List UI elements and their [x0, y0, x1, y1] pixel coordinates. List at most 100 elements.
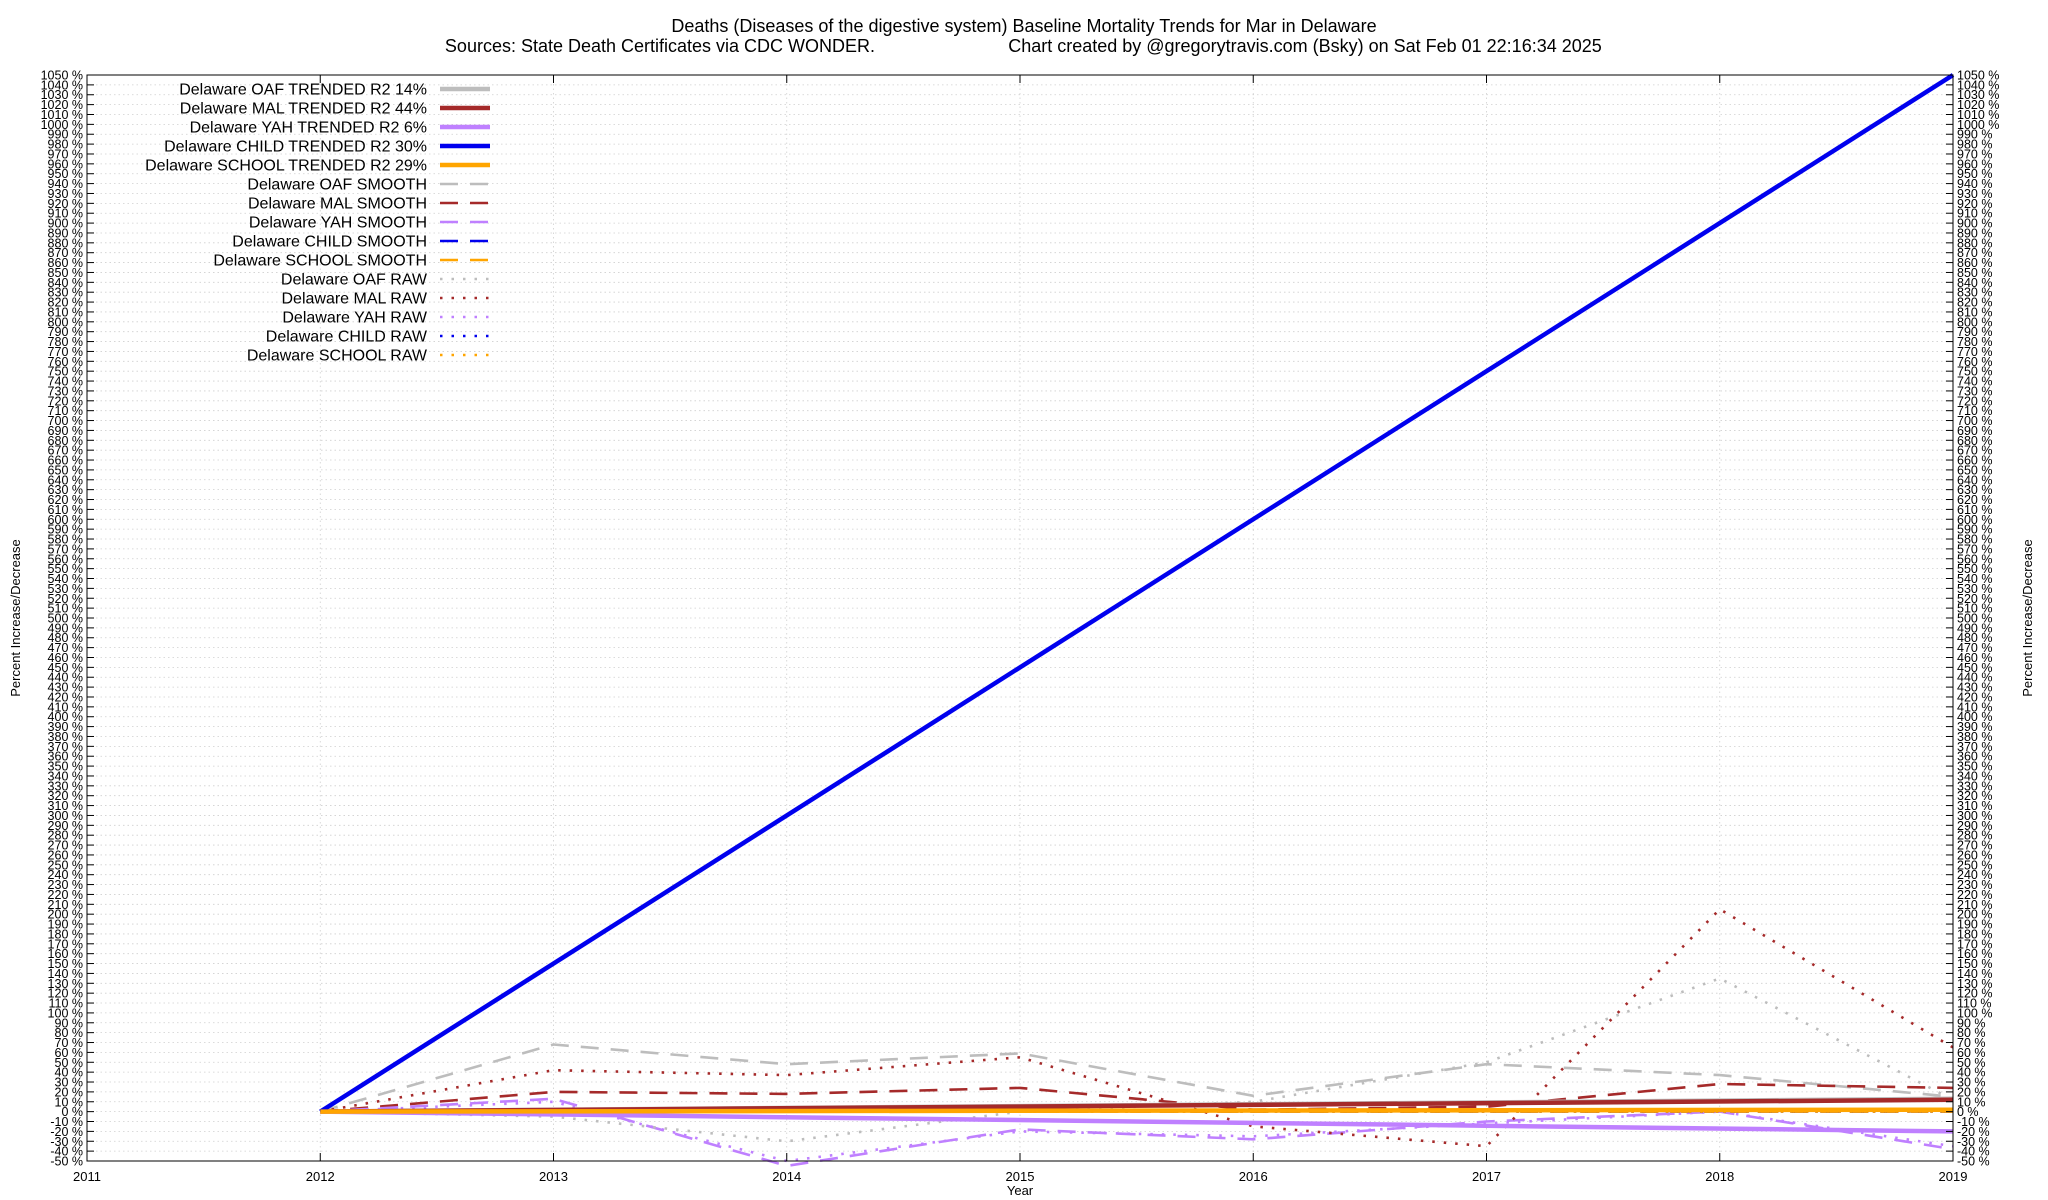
y-tick-label-left: 410 %	[48, 700, 83, 714]
y-tick-label-right: 500 %	[1957, 612, 1992, 626]
legend-label: Delaware SCHOOL RAW	[247, 348, 428, 365]
y-tick-label-right: 330 %	[1957, 779, 1992, 793]
y-tick-label-left: 0 %	[61, 1105, 83, 1119]
y-tick-label-left: 10 %	[55, 1095, 84, 1109]
y-tick-label-left: 390 %	[48, 720, 83, 734]
y-tick-label-right: 860 %	[1957, 256, 1992, 270]
y-tick-label-right: 920 %	[1957, 197, 1992, 211]
y-tick-label-right: 200 %	[1957, 908, 1992, 922]
y-tick-label-right: 120 %	[1957, 987, 1992, 1001]
y-tick-label-left: 240 %	[48, 868, 83, 882]
y-tick-label-right: 150 %	[1957, 957, 1992, 971]
y-tick-label-right: 1050 %	[1957, 69, 1999, 83]
y-tick-label-right: 760 %	[1957, 355, 1992, 369]
y-tick-label-right: 790 %	[1957, 325, 1992, 339]
y-tick-label-right: 230 %	[1957, 878, 1992, 892]
y-tick-label-right: 750 %	[1957, 365, 1992, 379]
y-tick-label-right: 650 %	[1957, 463, 1992, 477]
x-tick-label: 2015	[1006, 1169, 1035, 1184]
y-tick-label-left: 550 %	[48, 562, 83, 576]
y-tick-label-right: 780 %	[1957, 335, 1992, 349]
y-tick-label-left: -20 %	[50, 1125, 83, 1139]
legend-label: Delaware SCHOOL TRENDED R2 29%	[145, 158, 427, 175]
y-tick-label-right: 590 %	[1957, 523, 1992, 537]
y-tick-label-left: 60 %	[55, 1046, 84, 1060]
y-tick-label-right: 670 %	[1957, 444, 1992, 458]
y-tick-label-right: -40 %	[1957, 1145, 1990, 1159]
y-tick-label-left: 880 %	[48, 236, 83, 250]
y-tick-label-right: 280 %	[1957, 829, 1992, 843]
y-tick-label-right: 700 %	[1957, 414, 1992, 428]
y-tick-label-right: 980 %	[1957, 138, 1992, 152]
y-tick-label-left: 750 %	[48, 365, 83, 379]
y-tick-label-right: 40 %	[1957, 1066, 1986, 1080]
y-tick-label-left: 180 %	[48, 927, 83, 941]
y-tick-label-left: 50 %	[55, 1056, 84, 1070]
y-tick-label-right: 950 %	[1957, 167, 1992, 181]
y-tick-label-right: 270 %	[1957, 839, 1992, 853]
y-tick-label-left: 220 %	[48, 888, 83, 902]
y-tick-label-right: 160 %	[1957, 947, 1992, 961]
y-tick-label-right: 710 %	[1957, 404, 1992, 418]
y-tick-label-left: 1000 %	[41, 118, 83, 132]
y-tick-label-left: 680 %	[48, 434, 83, 448]
y-tick-label-left: 840 %	[48, 276, 83, 290]
y-tick-label-left: 400 %	[48, 710, 83, 724]
y-tick-label-left: 370 %	[48, 740, 83, 754]
y-tick-label-right: 490 %	[1957, 621, 1992, 635]
y-tick-label-left: 140 %	[48, 967, 83, 981]
y-tick-label-left: 1030 %	[41, 88, 83, 102]
y-tick-label-left: 130 %	[48, 977, 83, 991]
y-tick-label-right: 180 %	[1957, 927, 1992, 941]
x-tick-label: 2019	[1939, 1169, 1968, 1184]
y-tick-label-left: 700 %	[48, 414, 83, 428]
y-tick-label-right: 730 %	[1957, 384, 1992, 398]
y-tick-label-left: 1050 %	[41, 69, 83, 83]
y-tick-label-right: 210 %	[1957, 898, 1992, 912]
y-tick-label-right: 340 %	[1957, 769, 1992, 783]
y-tick-label-left: 670 %	[48, 444, 83, 458]
y-tick-label-left: 980 %	[48, 138, 83, 152]
y-tick-label-right: 990 %	[1957, 128, 1992, 142]
legend: Delaware OAF TRENDED R2 14% Delaware MAL …	[145, 82, 490, 365]
y-tick-label-right: 130 %	[1957, 977, 1992, 991]
y-tick-label-right: 810 %	[1957, 305, 1992, 319]
x-tick-label: 2014	[772, 1169, 801, 1184]
chart-credit: Chart created by @gregorytravis.com (Bsk…	[1008, 36, 1602, 56]
y-tick-label-right: 940 %	[1957, 177, 1992, 191]
y-tick-label-right: 890 %	[1957, 226, 1992, 240]
y-tick-label-left: 510 %	[48, 602, 83, 616]
y-tick-label-left: 290 %	[48, 819, 83, 833]
y-tick-label-left: 350 %	[48, 760, 83, 774]
y-tick-label-left: 890 %	[48, 226, 83, 240]
y-tick-label-left: 590 %	[48, 523, 83, 537]
y-tick-label-right: 50 %	[1957, 1056, 1986, 1070]
legend-label: Delaware MAL TRENDED R2 44%	[180, 101, 427, 118]
y-tick-label-left: 950 %	[48, 167, 83, 181]
legend-label: Delaware MAL SMOOTH	[248, 196, 427, 213]
y-tick-label-left: 630 %	[48, 483, 83, 497]
x-axis-label: Year	[1007, 1183, 1034, 1198]
y-tick-label-right: 1040 %	[1957, 78, 1999, 92]
grid	[86, 74, 1954, 1162]
y-tick-label-left: 80 %	[55, 1026, 84, 1040]
y-tick-label-left: 230 %	[48, 878, 83, 892]
y-tick-label-left: 540 %	[48, 572, 83, 586]
y-tick-label-left: -30 %	[50, 1135, 83, 1149]
y-tick-label-left: 580 %	[48, 533, 83, 547]
y-tick-label-left: 560 %	[48, 552, 83, 566]
y-tick-label-left: 30 %	[55, 1076, 84, 1090]
series-line-child-trended	[319, 73, 1955, 1114]
y-tick-label-right: 300 %	[1957, 809, 1992, 823]
y-tick-label-left: -40 %	[50, 1145, 83, 1159]
y-tick-label-left: 690 %	[48, 424, 83, 438]
y-tick-label-right: 880 %	[1957, 236, 1992, 250]
y-tick-label-right: 400 %	[1957, 710, 1992, 724]
y-tick-label-left: 210 %	[48, 898, 83, 912]
y-tick-label-left: 570 %	[48, 542, 83, 556]
y-tick-label-right: 820 %	[1957, 296, 1992, 310]
y-tick-label-left: 970 %	[48, 147, 83, 161]
y-tick-label-right: 560 %	[1957, 552, 1992, 566]
y-tick-label-left: 870 %	[48, 246, 83, 260]
